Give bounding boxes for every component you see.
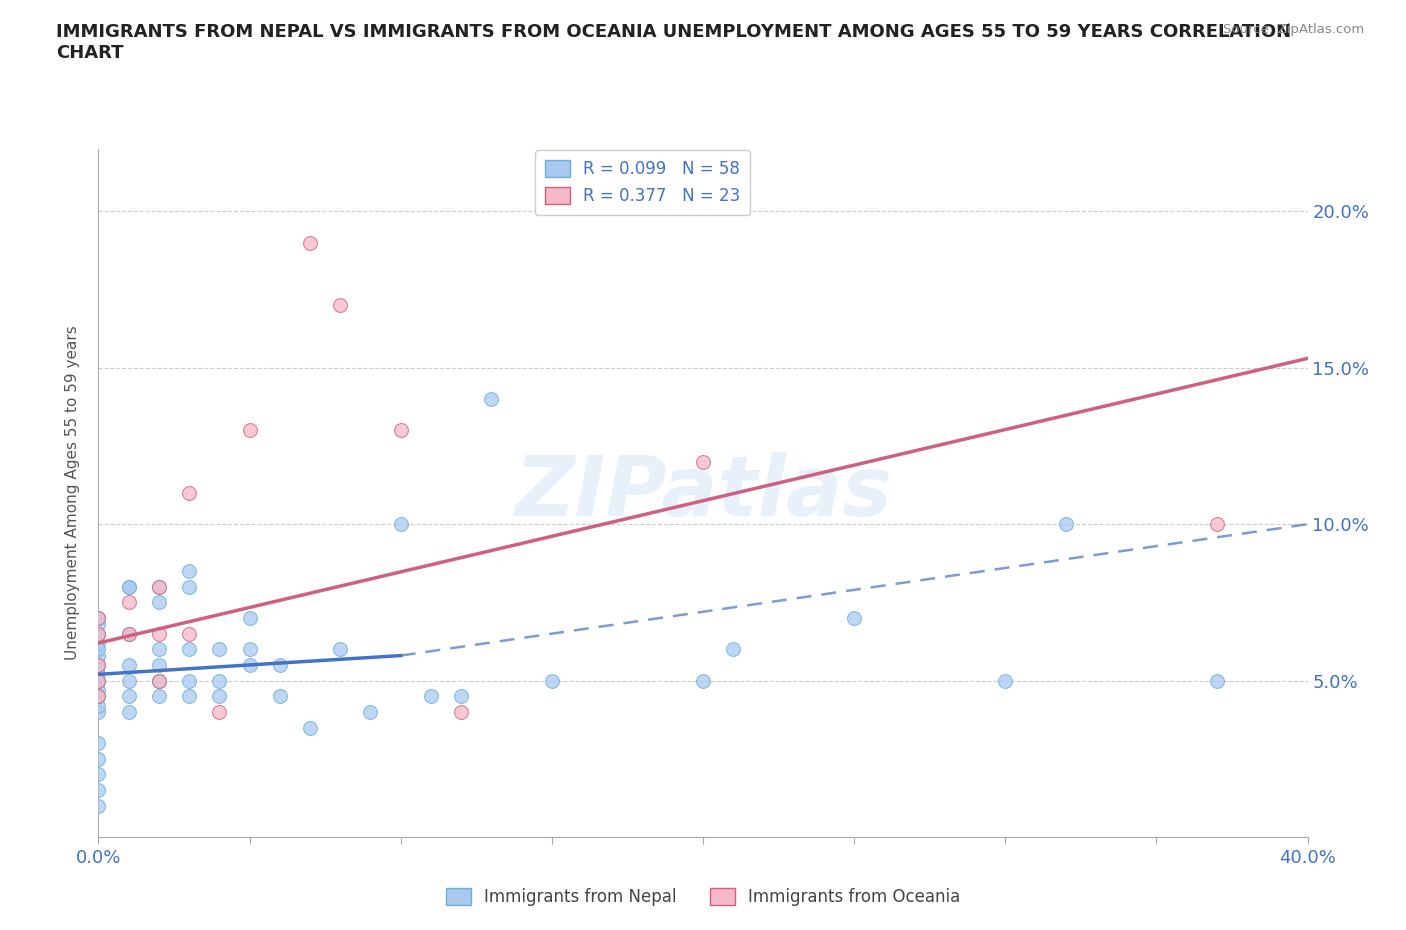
- Point: [118, 579, 141, 594]
- Point: [148, 579, 170, 594]
- Point: [148, 642, 170, 657]
- Point: [299, 720, 322, 735]
- Point: [87, 683, 110, 698]
- Point: [87, 648, 110, 663]
- Point: [87, 689, 110, 704]
- Point: [87, 626, 110, 641]
- Point: [540, 673, 562, 688]
- Point: [87, 658, 110, 672]
- Point: [420, 689, 443, 704]
- Point: [179, 642, 201, 657]
- Point: [118, 689, 141, 704]
- Point: [118, 673, 141, 688]
- Point: [148, 689, 170, 704]
- Point: [148, 673, 170, 688]
- Point: [118, 626, 141, 641]
- Point: [87, 642, 110, 657]
- Point: [389, 517, 412, 532]
- Point: [481, 392, 503, 406]
- Text: Source: ZipAtlas.com: Source: ZipAtlas.com: [1223, 23, 1364, 36]
- Point: [87, 658, 110, 672]
- Point: [87, 667, 110, 682]
- Point: [87, 783, 110, 798]
- Point: [87, 673, 110, 688]
- Point: [179, 626, 201, 641]
- Point: [844, 611, 866, 626]
- Point: [269, 658, 291, 672]
- Point: [208, 642, 231, 657]
- Y-axis label: Unemployment Among Ages 55 to 59 years: Unemployment Among Ages 55 to 59 years: [65, 326, 80, 660]
- Point: [87, 689, 110, 704]
- Point: [1054, 517, 1077, 532]
- Point: [118, 704, 141, 719]
- Point: [148, 595, 170, 610]
- Point: [87, 626, 110, 641]
- Point: [692, 673, 714, 688]
- Point: [87, 704, 110, 719]
- Point: [87, 611, 110, 626]
- Point: [692, 454, 714, 469]
- Point: [118, 626, 141, 641]
- Point: [239, 658, 262, 672]
- Point: [208, 673, 231, 688]
- Point: [329, 642, 352, 657]
- Point: [179, 689, 201, 704]
- Point: [87, 617, 110, 631]
- Point: [269, 689, 291, 704]
- Legend: R = 0.099   N = 58, R = 0.377   N = 23: R = 0.099 N = 58, R = 0.377 N = 23: [534, 151, 751, 215]
- Point: [208, 704, 231, 719]
- Text: IMMIGRANTS FROM NEPAL VS IMMIGRANTS FROM OCEANIA UNEMPLOYMENT AMONG AGES 55 TO 5: IMMIGRANTS FROM NEPAL VS IMMIGRANTS FROM…: [56, 23, 1291, 62]
- Point: [179, 485, 201, 500]
- Point: [87, 767, 110, 782]
- Point: [148, 673, 170, 688]
- Point: [239, 423, 262, 438]
- Point: [118, 658, 141, 672]
- Point: [450, 689, 472, 704]
- Point: [239, 642, 262, 657]
- Point: [87, 673, 110, 688]
- Point: [723, 642, 745, 657]
- Point: [87, 798, 110, 813]
- Point: [148, 658, 170, 672]
- Point: [118, 595, 141, 610]
- Text: ZIPatlas: ZIPatlas: [515, 452, 891, 534]
- Point: [87, 698, 110, 713]
- Point: [994, 673, 1017, 688]
- Point: [1206, 673, 1229, 688]
- Point: [148, 579, 170, 594]
- Point: [179, 579, 201, 594]
- Point: [87, 635, 110, 650]
- Point: [179, 564, 201, 578]
- Point: [239, 611, 262, 626]
- Point: [299, 235, 322, 250]
- Point: [87, 751, 110, 766]
- Point: [87, 736, 110, 751]
- Point: [360, 704, 382, 719]
- Point: [389, 423, 412, 438]
- Legend: Immigrants from Nepal, Immigrants from Oceania: Immigrants from Nepal, Immigrants from O…: [439, 881, 967, 912]
- Point: [148, 626, 170, 641]
- Point: [450, 704, 472, 719]
- Point: [208, 689, 231, 704]
- Point: [329, 298, 352, 312]
- Point: [1206, 517, 1229, 532]
- Point: [87, 611, 110, 626]
- Point: [118, 579, 141, 594]
- Point: [179, 673, 201, 688]
